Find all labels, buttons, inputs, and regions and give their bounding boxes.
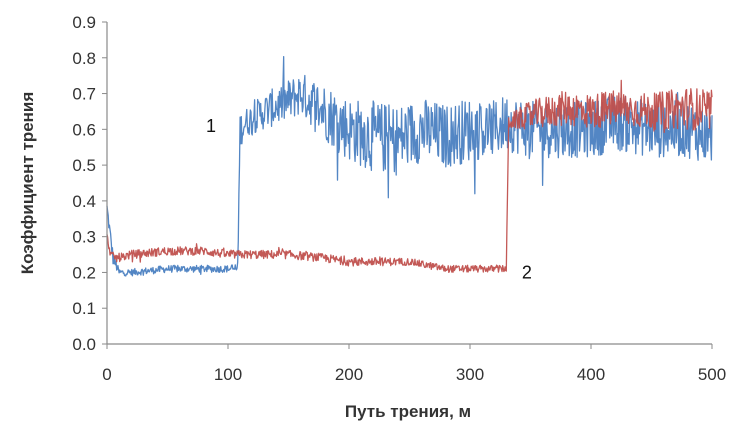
y-tick-label: 0.5 xyxy=(72,156,96,175)
series-1-line xyxy=(106,55,713,277)
y-tick-label: 0.7 xyxy=(72,85,96,104)
x-tick-label: 300 xyxy=(456,365,484,384)
y-tick-label: 0.4 xyxy=(72,192,96,211)
x-tick-label: 100 xyxy=(214,365,242,384)
x-tick-label: 0 xyxy=(102,365,111,384)
y-axis-title: Коэффициент трения xyxy=(18,92,37,275)
y-tick-label: 0.2 xyxy=(72,263,96,282)
x-tick-label: 500 xyxy=(698,365,726,384)
y-tick-label: 0.8 xyxy=(72,49,96,68)
y-tick-label: 0.3 xyxy=(72,228,96,247)
x-tick-label: 200 xyxy=(335,365,363,384)
series-layer xyxy=(106,55,713,277)
y-tick-label: 0.6 xyxy=(72,120,96,139)
label-layer: 0.0 0.1 0.2 0.3 0.4 0.5 0.6 0.7 0.8 0.9 0 100 200 300… xyxy=(72,13,726,384)
x-axis-title: Путь трения, м xyxy=(345,402,471,421)
x-tick-label: 400 xyxy=(577,365,605,384)
y-tick-label: 0.1 xyxy=(72,299,96,318)
series-2-line xyxy=(106,79,713,274)
curve-label-2: 2 xyxy=(522,262,532,282)
axes-layer xyxy=(102,21,713,349)
y-tick-label: 0.0 xyxy=(72,335,96,354)
series-2-group xyxy=(106,79,713,274)
curve-label-1: 1 xyxy=(206,116,216,136)
y-tick-label: 0.9 xyxy=(72,13,96,32)
series-1-group xyxy=(106,55,713,277)
